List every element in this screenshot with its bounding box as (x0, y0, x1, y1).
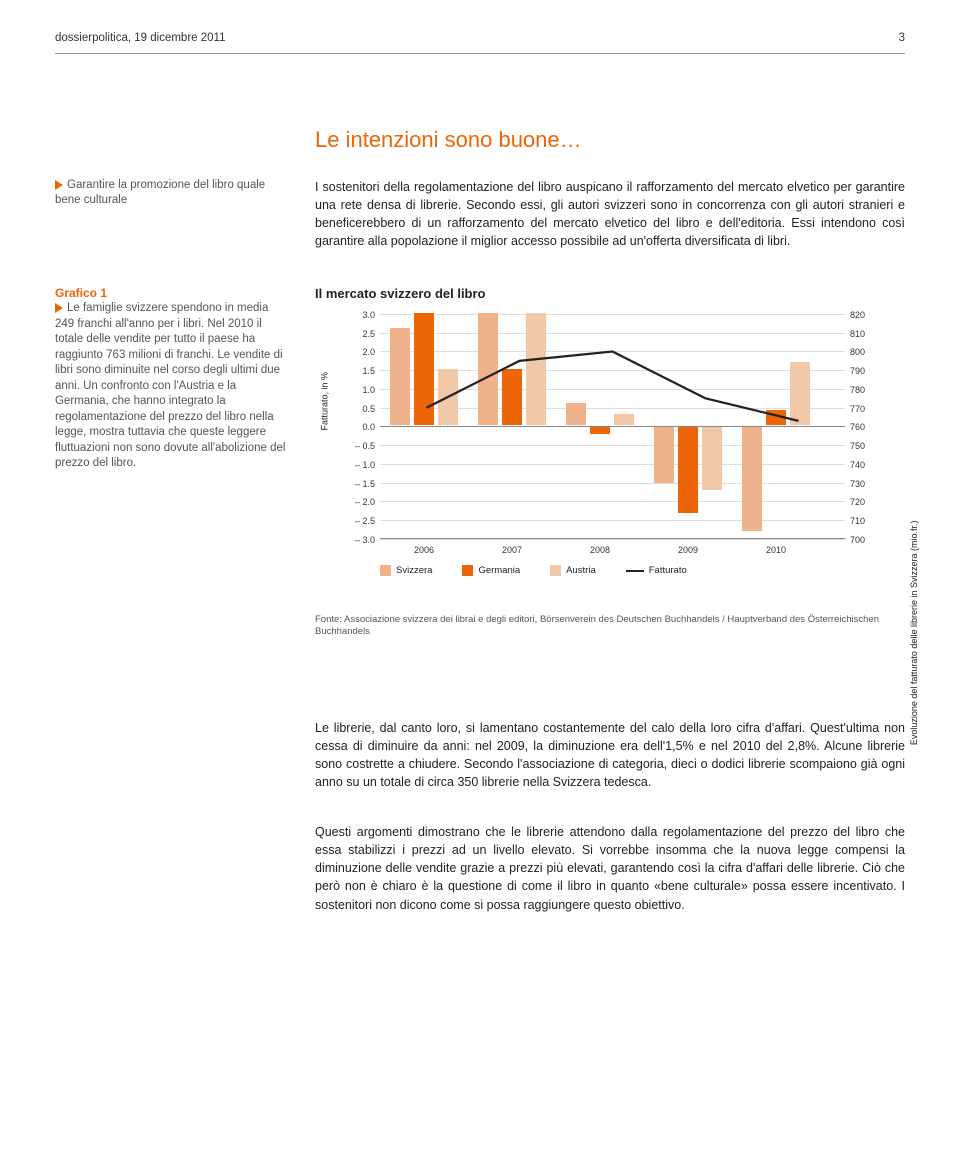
y-left-tick: 1.5 (345, 365, 375, 378)
bar-svizzera (390, 328, 410, 426)
chart-area: Fatturato, in % Evoluzione del fatturato… (315, 314, 905, 594)
legend-swatch (380, 565, 391, 576)
y-right-tick: 800 (850, 346, 875, 359)
bar-austria (790, 362, 810, 426)
gridline (380, 483, 845, 484)
y-right-tick: 770 (850, 403, 875, 416)
chart-sidebar: Grafico 1 Le famiglie svizzere spendono … (55, 285, 290, 684)
chart-panel: Il mercato svizzero del libro Fatturato,… (315, 285, 905, 684)
bar-svizzera (478, 313, 498, 426)
header-rule (55, 53, 905, 54)
y-left-tick: 2.0 (345, 346, 375, 359)
bar-austria (526, 313, 546, 426)
y-left-tick: – 2.5 (345, 515, 375, 528)
x-tick-label: 2009 (678, 544, 698, 557)
intro-body: I sostenitori della regolamentazione del… (315, 178, 905, 251)
intro-block: Garantire la promozione del libro quale … (55, 178, 905, 251)
zero-line (380, 426, 845, 427)
legend-item: Austria (550, 564, 596, 578)
chart-source: Fonte: Associazione svizzera dei librai … (315, 614, 905, 639)
y-left-tick: 3.0 (345, 309, 375, 322)
y-left-tick: – 1.5 (345, 478, 375, 491)
section-title: Le intenzioni sono buone… (315, 124, 905, 156)
x-tick-label: 2007 (502, 544, 522, 557)
y-left-tick: – 1.0 (345, 459, 375, 472)
y-left-tick: 2.5 (345, 328, 375, 341)
chart-block: Grafico 1 Le famiglie svizzere spendono … (55, 285, 905, 684)
legend-label: Austria (566, 564, 596, 578)
y-right-tick: 820 (850, 309, 875, 322)
y-right-tick: 760 (850, 421, 875, 434)
marker-icon (55, 303, 63, 313)
gridline (380, 314, 845, 315)
legend-swatch (462, 565, 473, 576)
bar-germania (414, 313, 434, 426)
legend-item: Germania (462, 564, 520, 578)
legend-label: Germania (478, 564, 520, 578)
grafico-label: Grafico 1 (55, 285, 290, 301)
gridline (380, 501, 845, 502)
intro-sidebar-text: Garantire la promozione del libro quale … (55, 179, 265, 207)
y-right-tick: 740 (850, 459, 875, 472)
body-text: Le librerie, dal canto loro, si lamentan… (315, 719, 905, 914)
legend-item: Svizzera (380, 564, 432, 578)
gridline (380, 445, 845, 446)
intro-sidebar: Garantire la promozione del libro quale … (55, 178, 290, 251)
x-tick-label: 2006 (414, 544, 434, 557)
y-right-tick: 780 (850, 384, 875, 397)
bar-svizzera (654, 426, 674, 482)
marker-icon (55, 180, 63, 190)
legend-label: Fatturato (649, 564, 687, 578)
gridline (380, 351, 845, 352)
y-right-tick: 720 (850, 496, 875, 509)
y-left-tick: 0.0 (345, 421, 375, 434)
bar-austria (614, 414, 634, 425)
y-left-tick: – 2.0 (345, 496, 375, 509)
chart-title: Il mercato svizzero del libro (315, 285, 905, 304)
page-number: 3 (899, 30, 905, 47)
body-paragraph: Le librerie, dal canto loro, si lamentan… (315, 719, 905, 792)
gridline (380, 539, 845, 540)
gridline (380, 520, 845, 521)
body-paragraph: Questi argomenti dimostrano che le libre… (315, 823, 905, 914)
bar-austria (438, 369, 458, 425)
x-tick-label: 2008 (590, 544, 610, 557)
y-left-tick: 0.5 (345, 403, 375, 416)
bar-germania (590, 426, 610, 434)
bar-germania (502, 369, 522, 425)
bar-austria (702, 426, 722, 490)
y-right-tick: 790 (850, 365, 875, 378)
y-right-tick: 810 (850, 328, 875, 341)
y-right-tick: 730 (850, 478, 875, 491)
y-left-tick: 1.0 (345, 384, 375, 397)
x-tick-label: 2010 (766, 544, 786, 557)
bar-svizzera (566, 403, 586, 426)
gridline (380, 333, 845, 334)
y-right-tick: 710 (850, 515, 875, 528)
legend-swatch (550, 565, 561, 576)
y-axis-right-label: Evoluzione del fatturato delle librerie … (908, 520, 921, 745)
y-left-tick: – 3.0 (345, 534, 375, 547)
bar-svizzera (742, 426, 762, 531)
bar-germania (766, 410, 786, 425)
page-header: dossierpolitica, 19 dicembre 2011 3 (55, 30, 905, 47)
gridline (380, 464, 845, 465)
legend-item: Fatturato (626, 564, 687, 578)
chart-legend: Svizzera Germania Austria Fatturato (380, 564, 687, 578)
chart-sidebar-text: Le famiglie svizzere spendono in media 2… (55, 302, 285, 469)
plot-area (380, 314, 845, 539)
legend-line-icon (626, 570, 644, 572)
y-axis-left-label: Fatturato, in % (318, 372, 331, 431)
legend-label: Svizzera (396, 564, 432, 578)
y-left-tick: – 0.5 (345, 440, 375, 453)
publication-info: dossierpolitica, 19 dicembre 2011 (55, 32, 225, 44)
y-right-tick: 700 (850, 534, 875, 547)
y-right-tick: 750 (850, 440, 875, 453)
bar-germania (678, 426, 698, 512)
